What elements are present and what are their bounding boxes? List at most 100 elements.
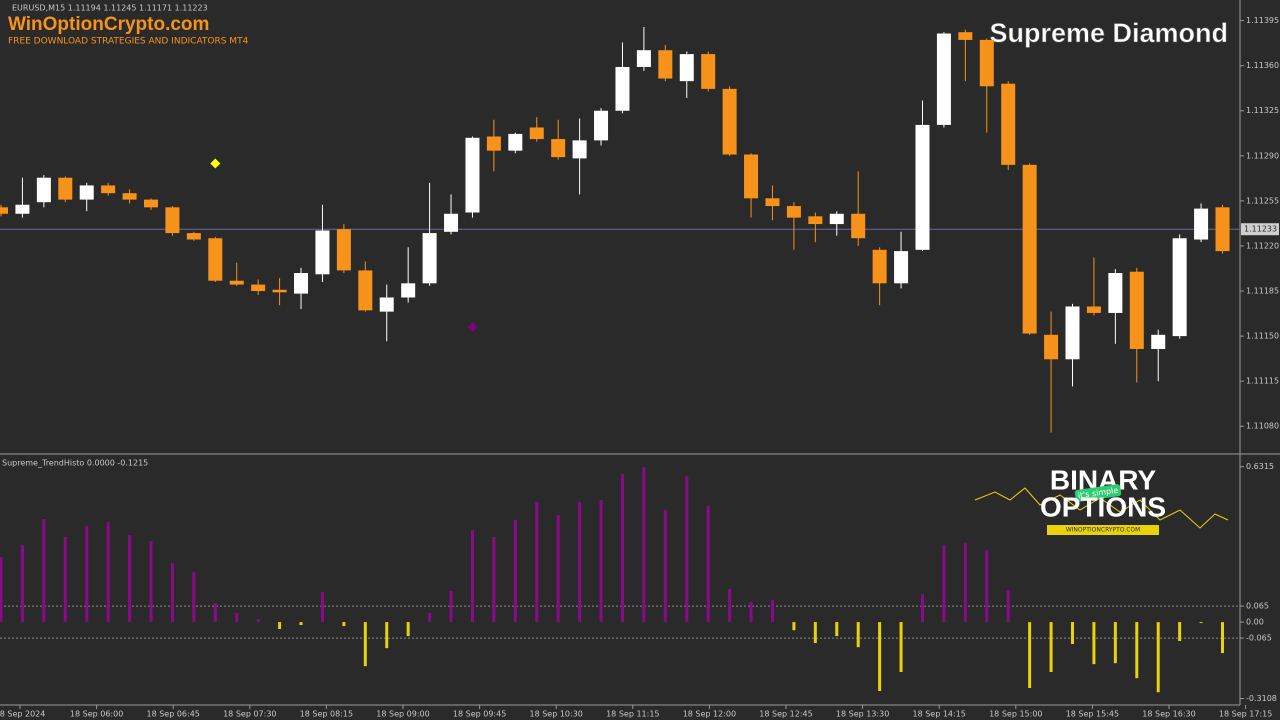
candle-body bbox=[658, 50, 673, 79]
candle-body bbox=[486, 136, 501, 151]
x-tick-label: 18 Sep 08:15 bbox=[300, 710, 353, 719]
candle-body bbox=[1086, 306, 1101, 313]
logo-url-bg bbox=[1047, 525, 1159, 535]
y-tick-label: 1.11395 bbox=[1246, 16, 1279, 25]
y-tick-label: -0.065 bbox=[1246, 634, 1272, 643]
x-tick-label: 18 Sep 12:45 bbox=[759, 710, 812, 719]
candle-body bbox=[1151, 334, 1166, 349]
y-tick-label: 1.11080 bbox=[1246, 422, 1279, 431]
candle-body bbox=[508, 133, 523, 151]
candle-body bbox=[958, 32, 973, 40]
x-tick-label: 18 Sep 15:00 bbox=[989, 710, 1042, 719]
marker bbox=[210, 158, 221, 169]
logo-url: WINOPTIONCRYPTO.COM bbox=[1066, 527, 1141, 534]
x-tick-label: 18 Sep 06:00 bbox=[70, 710, 123, 719]
candle-body bbox=[144, 199, 159, 208]
indicator-title: Supreme_TrendHisto 0.0000 -0.1215 bbox=[2, 459, 148, 468]
logo-badge-bg bbox=[1074, 484, 1122, 502]
x-tick-label: 18 Sep 15:45 bbox=[1066, 710, 1119, 719]
y-tick-label: 1.11360 bbox=[1246, 61, 1279, 70]
y-tick-label: 1.11290 bbox=[1246, 151, 1279, 160]
y-tick-label: 1.11150 bbox=[1246, 332, 1279, 341]
candle-body bbox=[744, 154, 759, 199]
candle-body bbox=[701, 54, 716, 89]
x-tick-label: 18 Sep 07:30 bbox=[223, 710, 276, 719]
x-tick-label: 18 Sep 09:45 bbox=[453, 710, 506, 719]
symbol-header: EURUSD,M15 1.11194 1.11245 1.11171 1.112… bbox=[12, 4, 208, 13]
candle-body bbox=[894, 251, 909, 284]
candle-body bbox=[101, 185, 116, 194]
candle-body bbox=[851, 213, 866, 239]
x-tick-label: 18 Sep 16:30 bbox=[1142, 710, 1195, 719]
candle-body bbox=[15, 204, 30, 214]
candle-body bbox=[551, 139, 566, 158]
candle-body bbox=[1001, 83, 1016, 165]
candle-body bbox=[1172, 238, 1187, 337]
y-tick-label: 0.065 bbox=[1246, 602, 1269, 611]
x-tick-label: 18 Sep 2024 bbox=[0, 710, 45, 719]
candle-body bbox=[0, 207, 8, 214]
chart-title: Supreme Diamond bbox=[989, 18, 1228, 48]
candle-body bbox=[529, 127, 544, 140]
x-tick-label: 18 Sep 13:30 bbox=[836, 710, 889, 719]
candle-body bbox=[358, 270, 373, 311]
candle-body bbox=[315, 230, 330, 275]
candle-body bbox=[1022, 164, 1037, 334]
y-tick-label: 1.11325 bbox=[1246, 106, 1279, 115]
x-tick-label: 18 Sep 06:45 bbox=[146, 710, 199, 719]
candle-body bbox=[79, 185, 94, 200]
candle-body bbox=[336, 229, 351, 271]
candle-body bbox=[936, 33, 951, 125]
candle-body bbox=[186, 233, 201, 240]
candle-body bbox=[786, 206, 801, 218]
candle-body bbox=[1065, 306, 1080, 360]
candle-body bbox=[722, 88, 737, 155]
candle-body bbox=[465, 137, 480, 213]
candle-body bbox=[208, 238, 223, 281]
candle-body bbox=[122, 193, 137, 200]
watermark-site: WinOptionCrypto.com bbox=[8, 14, 209, 35]
candle-body bbox=[1129, 271, 1144, 349]
watermark-tagline: FREE DOWNLOAD STRATEGIES AND INDICATORS … bbox=[8, 37, 249, 47]
candle-body bbox=[615, 66, 630, 111]
y-tick-label: 1.11220 bbox=[1246, 241, 1279, 250]
candle-body bbox=[1215, 207, 1230, 252]
x-tick-label: 18 Sep 11:15 bbox=[606, 710, 659, 719]
candle-body bbox=[636, 50, 651, 67]
candle-body bbox=[765, 198, 780, 207]
candle-body bbox=[808, 216, 823, 225]
candle-body bbox=[379, 297, 394, 312]
current-price-box bbox=[1241, 223, 1279, 236]
x-tick-label: 18 Sep 10:30 bbox=[529, 710, 582, 719]
candle-body bbox=[58, 177, 73, 200]
candle-body bbox=[251, 284, 266, 292]
candle-body bbox=[1044, 334, 1059, 360]
y-tick-label: 0.6315 bbox=[1246, 462, 1274, 471]
y-tick-label: 1.11115 bbox=[1246, 377, 1279, 386]
candle-body bbox=[294, 273, 309, 294]
logo-line2: OPTIONS bbox=[1040, 491, 1166, 522]
x-tick-label: 18 Sep 14:15 bbox=[912, 710, 965, 719]
x-tick-label: 18 Sep 12:00 bbox=[683, 710, 736, 719]
candle-body bbox=[444, 213, 459, 232]
candle-body bbox=[829, 213, 844, 225]
marker bbox=[467, 322, 478, 333]
candle-body bbox=[165, 207, 180, 234]
candle-body bbox=[594, 110, 609, 141]
candle-body bbox=[401, 283, 416, 298]
y-tick-label: 0.00 bbox=[1246, 618, 1264, 627]
candle-body bbox=[422, 233, 437, 284]
candle-body bbox=[679, 54, 694, 82]
candle-body bbox=[36, 177, 51, 203]
candle-body bbox=[229, 280, 244, 285]
candle-body bbox=[1194, 208, 1209, 240]
candle-body bbox=[1108, 273, 1123, 313]
x-tick-label: 18 Sep 17:15 bbox=[1219, 710, 1272, 719]
y-tick-label: -0.3108 bbox=[1246, 694, 1277, 703]
candle-body bbox=[272, 289, 287, 293]
current-price-label: 1.11233 bbox=[1244, 225, 1277, 234]
logo: BINARY it's simple OPTIONS WINOPTIONCRYP… bbox=[974, 464, 1229, 535]
